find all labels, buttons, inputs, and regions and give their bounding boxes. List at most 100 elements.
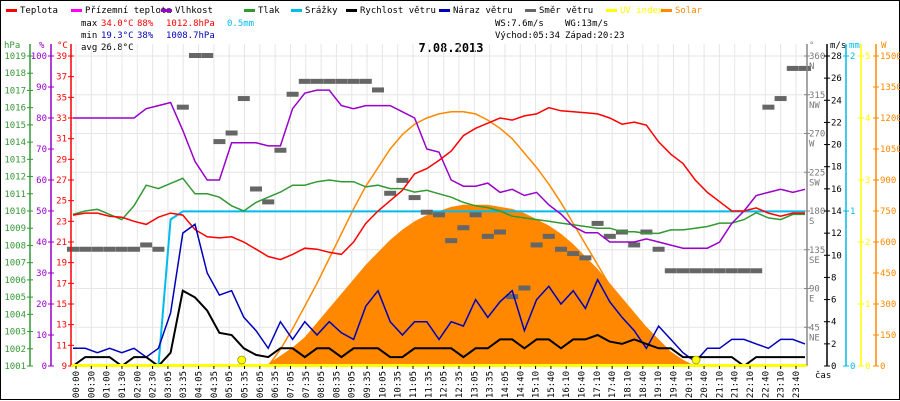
wind-direction-mark xyxy=(115,246,128,252)
wind-direction-mark xyxy=(250,186,262,192)
x-tick-label: 17:10 xyxy=(593,371,603,398)
wind-axis-tick-label: 8 xyxy=(831,273,836,283)
legend-label: Srážky xyxy=(305,6,338,16)
x-tick-label: 21:40 xyxy=(731,371,741,398)
wind-direction-mark xyxy=(359,78,372,84)
wind-axis-tick-label: 4 xyxy=(831,318,836,328)
direction-axis-tick-label: 45 xyxy=(809,323,820,333)
x-tick-label: 19:40 xyxy=(669,371,679,398)
x-tick-label: 13:05 xyxy=(470,371,480,398)
legend-swatch xyxy=(71,9,82,12)
direction-axis-unit: ° xyxy=(809,41,814,51)
wind-axis-tick-label: 2 xyxy=(831,340,836,350)
uv-axis-tick-label: 3 xyxy=(865,176,870,186)
wind-direction-mark xyxy=(628,242,641,248)
min-press: 1008.7hPa xyxy=(166,31,215,41)
humidity-axis-tick-label: 60 xyxy=(36,176,47,186)
temp-axis-tick-label: 29 xyxy=(56,155,67,165)
hpa-axis-tick-label: 1004 xyxy=(4,310,26,320)
wind-direction-mark xyxy=(725,268,738,274)
max-temp: 34.0°C xyxy=(101,19,134,29)
wind-direction-mark xyxy=(286,91,299,97)
wind-direction-mark xyxy=(689,268,702,274)
hpa-axis-tick-label: 1013 xyxy=(4,155,26,165)
wind-direction-mark xyxy=(494,229,506,235)
legend-swatch xyxy=(244,9,255,12)
wind-speed-line xyxy=(72,289,805,368)
hpa-axis-tick-label: 1007 xyxy=(4,259,26,269)
x-tick-label: 16:10 xyxy=(562,371,572,398)
temp-axis-tick-label: 35 xyxy=(56,93,67,103)
direction-axis-tick-label: 180 xyxy=(809,207,825,217)
solar-axis-unit: W xyxy=(881,41,887,51)
legend-label: Tlak xyxy=(258,6,280,16)
solar-axis-tick-label: 1200 xyxy=(880,114,900,124)
x-tick-label: 15:10 xyxy=(532,371,542,398)
wind-direction-mark xyxy=(347,78,360,84)
hpa-axis-tick-label: 1006 xyxy=(4,276,26,286)
hpa-axis-tick-label: 1016 xyxy=(4,104,26,114)
temp-axis-tick-label: 13 xyxy=(56,321,67,331)
x-tick-label: 09:35 xyxy=(363,371,373,398)
x-tick-label: 11:35 xyxy=(424,371,434,398)
x-tick-label: 19:10 xyxy=(654,371,664,398)
temp-axis-tick-label: 25 xyxy=(56,197,67,207)
x-tick-label: 05:05 xyxy=(225,371,235,398)
uv-axis-tick-label: 1 xyxy=(865,300,870,310)
direction-axis-tick-label: 90 xyxy=(809,285,820,295)
wind-direction-mark xyxy=(762,104,775,110)
min-hum: 38% xyxy=(137,31,154,41)
min-temp: 19.3°C xyxy=(101,31,134,41)
wind-direction-mark xyxy=(384,190,397,196)
temp-axis-tick-label: 19 xyxy=(56,259,67,269)
temp-axis-tick-label: 21 xyxy=(56,238,67,248)
humidity-axis-tick-label: 10 xyxy=(36,331,47,341)
x-tick-label: 02:00 xyxy=(133,371,143,398)
uv-axis-tick-label: 5 xyxy=(865,52,870,62)
x-tick-label: 02:30 xyxy=(149,371,159,398)
hpa-axis-tick-label: 1011 xyxy=(4,190,26,200)
wind-direction-mark xyxy=(311,78,323,84)
humidity-axis-tick-label: 100 xyxy=(31,52,47,62)
legend-label: UV index xyxy=(620,6,664,16)
solar-axis-tick-label: 600 xyxy=(880,238,896,248)
x-tick-label: 14:05 xyxy=(501,371,511,398)
solar-axis-tick-label: 1500 xyxy=(880,52,900,62)
wind-axis-tick-label: 20 xyxy=(831,141,842,151)
min-label: min xyxy=(81,31,97,41)
x-axis: 00:00 00:30 01:00 01:30 02:00 02:30 03:05 03:35… xyxy=(71,365,831,398)
wind-direction-mark xyxy=(652,246,665,252)
wind-direction-mark xyxy=(433,212,445,218)
x-tick-label: 15:40 xyxy=(547,371,557,398)
direction-axis-tick-label: 135 xyxy=(809,246,825,256)
uv-axis-tick-label: 4 xyxy=(865,114,870,124)
x-tick-label: 21:10 xyxy=(715,371,725,398)
wind-direction-mark xyxy=(189,53,201,58)
wind-direction-mark xyxy=(213,139,226,145)
wind-direction-mark xyxy=(420,209,433,215)
pressure-line xyxy=(72,177,805,235)
direction-axis-tick-label: 225 xyxy=(809,168,825,178)
wind-direction-mark xyxy=(555,246,567,252)
temperature-line xyxy=(72,106,805,261)
x-tick-label: 01:30 xyxy=(118,371,128,398)
plot-area xyxy=(67,53,811,368)
x-tick-label: 06:05 xyxy=(256,371,266,398)
temp-axis-tick-label: 31 xyxy=(56,135,67,145)
wind-axis-tick-label: 6 xyxy=(831,296,836,306)
max-press: 1012.8hPa xyxy=(166,19,215,29)
wind-direction-mark xyxy=(469,212,482,218)
x-tick-label: 00:00 xyxy=(72,371,82,398)
avg-label: avg xyxy=(81,43,97,53)
solar-axis-tick-label: 1350 xyxy=(880,83,900,93)
legend-label: Přízemní teplota xyxy=(85,6,172,16)
x-tick-label: 12:05 xyxy=(440,371,450,398)
wind-direction-mark xyxy=(786,65,799,71)
x-tick-label: 07:05 xyxy=(286,371,296,398)
wind-direction-mark xyxy=(152,246,165,252)
direction-axis-compass-label: S xyxy=(809,217,814,227)
wind-direction-mark xyxy=(713,268,726,274)
max-rain: 0.5mm xyxy=(227,19,254,29)
